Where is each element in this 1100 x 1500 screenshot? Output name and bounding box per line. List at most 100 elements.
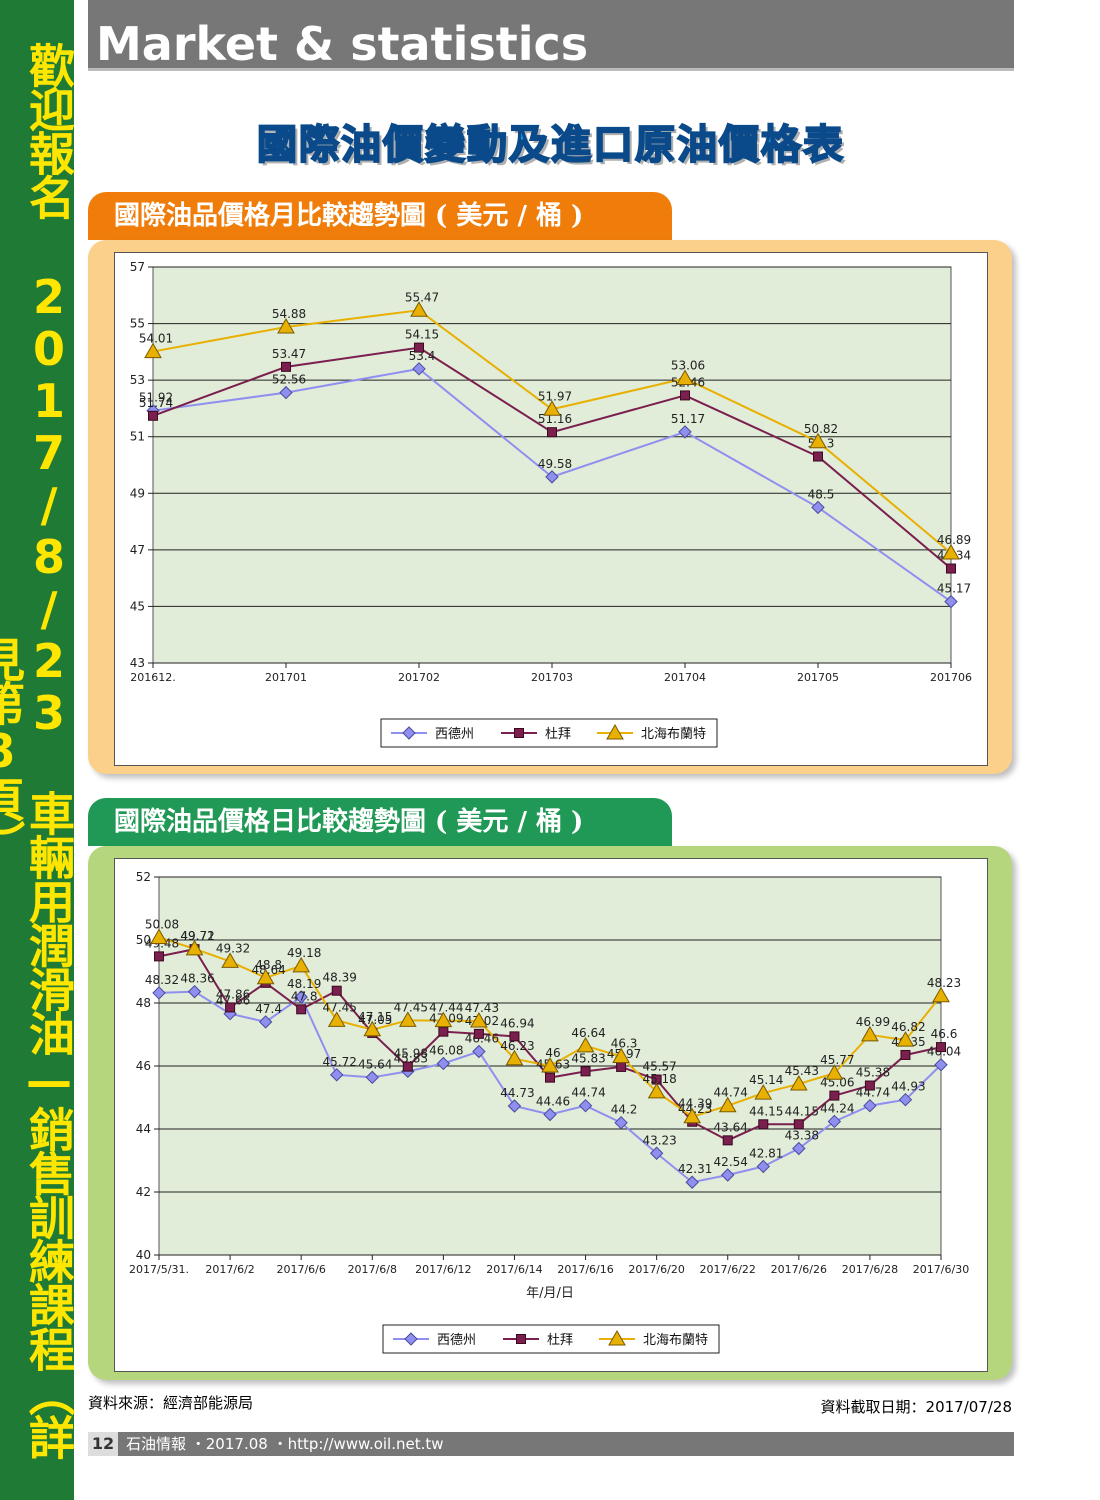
data-label: 46.3 <box>611 1037 638 1051</box>
data-point <box>402 1061 413 1072</box>
data-point <box>809 432 827 449</box>
data-point <box>829 1090 840 1101</box>
data-point <box>473 1028 484 1039</box>
data-point <box>934 1058 948 1072</box>
y-tick-label: 52 <box>136 870 151 884</box>
data-label: 44.93 <box>891 1080 925 1094</box>
data-point <box>258 1015 273 1029</box>
y-tick-label: 51 <box>130 430 145 444</box>
x-tick-label: 2017/6/14 <box>486 1263 542 1276</box>
data-point <box>942 543 960 560</box>
data-label: 44.74 <box>856 1086 890 1100</box>
data-point <box>649 1146 664 1160</box>
data-label: 52.56 <box>272 373 306 387</box>
data-label: 48.19 <box>287 977 321 991</box>
data-label: 44.15 <box>785 1104 819 1118</box>
data-point <box>185 939 204 956</box>
data-point <box>281 361 291 372</box>
data-point <box>509 1031 520 1042</box>
side-banner-text: 歡迎報名 2017/8/23 車輛用潤滑油—銷售訓練課程（詳見第8頁） <box>0 42 76 1458</box>
data-point <box>676 369 694 385</box>
x-axis-label: 年/月/日 <box>526 1286 574 1301</box>
data-label: 45.18 <box>642 1072 676 1086</box>
data-point <box>225 1002 236 1013</box>
legend-label: 西德州 <box>435 727 474 742</box>
legend-marker <box>514 728 524 738</box>
data-label: 47.05 <box>358 1013 392 1027</box>
data-point <box>864 1080 875 1091</box>
daily-chart: 40 42 44 46 48 50 52 2017/5/31. 2017/6/2 2017/6/6… <box>114 858 988 1372</box>
header-bar <box>88 0 1014 71</box>
x-tick-label: 201701 <box>265 671 307 684</box>
data-point <box>900 1049 911 1060</box>
legend-label: 北海布蘭特 <box>641 726 706 742</box>
data-label: 47.66 <box>216 994 250 1008</box>
legend-marker <box>404 1332 418 1346</box>
data-point <box>221 952 239 968</box>
legend-label: 西德州 <box>437 1333 476 1348</box>
data-label: 49.32 <box>216 941 250 955</box>
data-point <box>410 301 428 317</box>
data-point <box>331 985 342 996</box>
y-tick-label: 47 <box>130 543 145 557</box>
data-label: 42.81 <box>749 1146 783 1160</box>
data-label: 46 <box>545 1046 560 1060</box>
data-label: 44.15 <box>749 1104 783 1118</box>
data-label: 47.43 <box>465 1001 499 1015</box>
data-point <box>144 342 162 359</box>
data-point <box>683 1107 702 1124</box>
data-label: 48.8 <box>255 958 282 972</box>
data-point <box>758 1119 769 1130</box>
data-date-note: 資料截取日期：2017/07/28 <box>820 1398 1012 1416</box>
source-note: 資料來源：經濟部能源局 <box>88 1394 254 1412</box>
data-label: 46.08 <box>429 1043 463 1057</box>
x-tick-label: 201706 <box>930 671 972 684</box>
monthly-chart-tab: 國際油品價格月比較趨勢圖 ( 美元 / 桶 ) <box>88 192 672 240</box>
data-label: 49.72 <box>180 929 214 943</box>
data-label: 42.31 <box>678 1162 712 1176</box>
data-point <box>434 1011 453 1028</box>
data-point <box>647 1082 666 1099</box>
data-point <box>543 1107 557 1122</box>
y-tick-label: 53 <box>130 373 145 387</box>
data-label: 47.8 <box>291 989 318 1003</box>
data-label: 47.86 <box>216 987 250 1001</box>
data-label: 45.77 <box>820 1053 854 1067</box>
data-point <box>279 385 293 400</box>
data-label: 47.44 <box>429 1001 463 1015</box>
page-number: 12 <box>88 1432 118 1456</box>
data-point <box>545 470 559 484</box>
data-label: 46.82 <box>891 1020 925 1034</box>
data-label: 45.72 <box>323 1055 357 1069</box>
data-point <box>863 1098 877 1113</box>
monthly-chart-svg: 43 45 47 49 51 53 55 57 201612. 201701 201702 20170… <box>130 260 972 748</box>
data-point <box>825 1064 844 1080</box>
data-point <box>756 1159 770 1174</box>
data-point <box>365 1070 379 1085</box>
data-point <box>580 1066 591 1077</box>
data-label: 48.39 <box>323 971 357 985</box>
y-tick-label: 40 <box>136 1248 151 1262</box>
data-point <box>294 990 308 1004</box>
data-point <box>296 1004 307 1015</box>
data-label: 44.73 <box>500 1086 534 1100</box>
x-tick-label: 201704 <box>664 671 706 684</box>
data-label: 45.14 <box>749 1073 783 1087</box>
data-label: 54.88 <box>272 307 306 321</box>
data-point <box>616 1061 627 1072</box>
data-label: 47.15 <box>358 1010 392 1024</box>
y-tick-label: 55 <box>130 317 145 331</box>
data-point <box>578 1098 593 1113</box>
data-label: 44.74 <box>714 1086 748 1100</box>
data-point <box>896 1031 915 1047</box>
data-point <box>154 951 164 962</box>
data-point <box>547 427 557 438</box>
data-point <box>813 451 823 462</box>
data-point <box>721 1168 735 1182</box>
daily-chart-svg: 40 42 44 46 48 50 52 2017/5/31. 2017/6/2 2017/6/6… <box>129 870 969 1354</box>
monthly-chart: 43 45 47 49 51 53 55 57 201612. 201701 201702 20170… <box>114 252 988 766</box>
legend-marker <box>606 723 624 740</box>
data-point <box>685 1175 699 1189</box>
data-label: 45.83 <box>571 1051 605 1065</box>
data-point <box>438 1026 449 1037</box>
